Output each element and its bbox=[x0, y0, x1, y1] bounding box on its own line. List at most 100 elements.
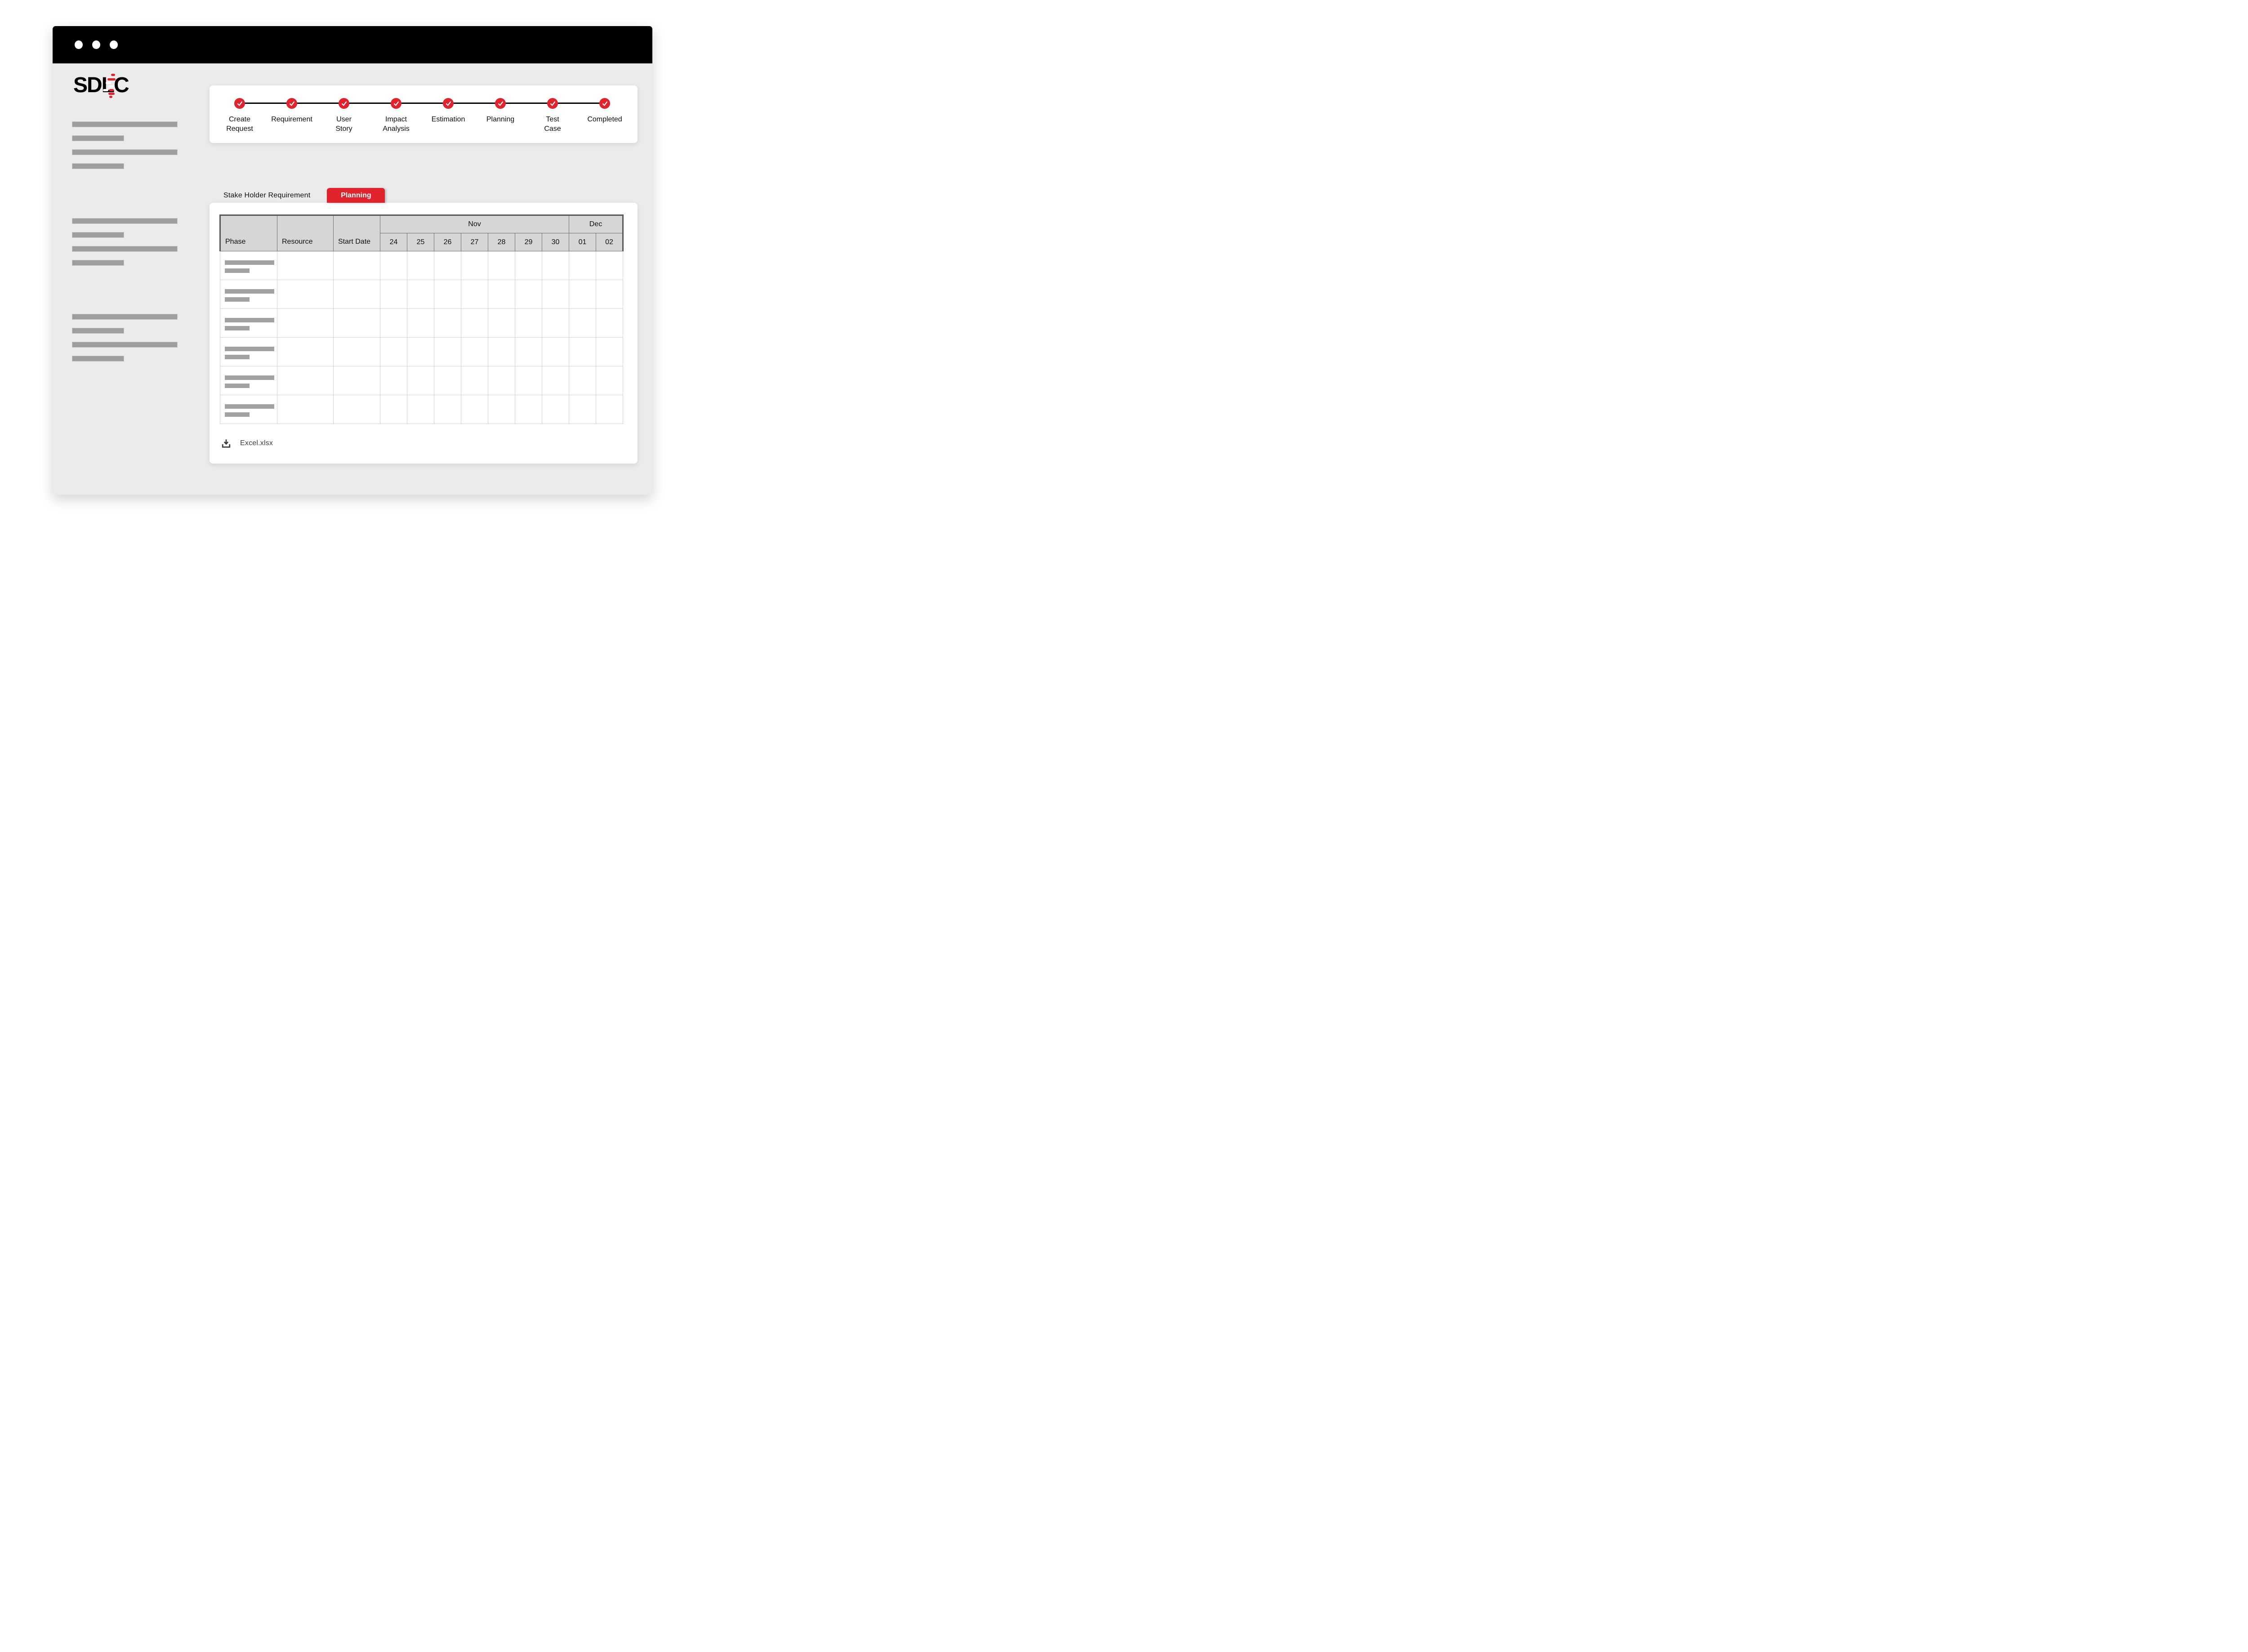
step-check-circle bbox=[391, 98, 401, 109]
stepper-step[interactable]: Requirement bbox=[266, 98, 318, 134]
gantt-day-cell[interactable] bbox=[596, 395, 623, 424]
gantt-day-cell[interactable] bbox=[461, 308, 488, 338]
gantt-day-cell[interactable] bbox=[407, 395, 434, 424]
gantt-day-cell[interactable] bbox=[596, 366, 623, 395]
gantt-day-cell[interactable] bbox=[380, 366, 407, 395]
step-check-circle bbox=[234, 98, 245, 109]
empty-info-cell[interactable] bbox=[277, 308, 334, 338]
gantt-day-cell[interactable] bbox=[461, 280, 488, 309]
gantt-day-cell[interactable] bbox=[515, 337, 542, 366]
gantt-day-cell[interactable] bbox=[515, 280, 542, 309]
empty-info-cell[interactable] bbox=[333, 251, 380, 280]
gantt-day-cell[interactable] bbox=[461, 366, 488, 395]
gantt-day-cell[interactable] bbox=[569, 337, 596, 366]
gantt-day-cell[interactable] bbox=[488, 280, 515, 309]
gantt-day-cell[interactable] bbox=[434, 308, 461, 338]
window-control-dot[interactable] bbox=[110, 40, 118, 49]
gantt-day-cell[interactable] bbox=[596, 308, 623, 338]
day-header: 25 bbox=[407, 233, 434, 251]
download-excel-link[interactable]: Excel.xlsx bbox=[221, 438, 273, 448]
gantt-day-cell[interactable] bbox=[542, 251, 569, 280]
empty-info-cell[interactable] bbox=[333, 308, 380, 338]
window-control-dot[interactable] bbox=[75, 40, 83, 49]
gantt-day-cell[interactable] bbox=[461, 337, 488, 366]
gantt-day-cell[interactable] bbox=[515, 308, 542, 338]
phase-placeholder-cell[interactable] bbox=[220, 395, 277, 424]
tab-stake-holder-requirement[interactable]: Stake Holder Requirement bbox=[223, 191, 311, 199]
empty-info-cell[interactable] bbox=[333, 366, 380, 395]
gantt-day-cell[interactable] bbox=[380, 337, 407, 366]
stepper-step[interactable]: Create Request bbox=[214, 98, 266, 134]
gantt-day-cell[interactable] bbox=[569, 308, 596, 338]
stepper-step[interactable]: Test Case bbox=[526, 98, 579, 134]
gantt-day-cell[interactable] bbox=[515, 395, 542, 424]
gantt-day-cell[interactable] bbox=[407, 251, 434, 280]
stepper-step[interactable]: Impact Analysis bbox=[370, 98, 422, 134]
planning-table-wrap: Phase Resource Start Date Nov Dec 24 25 26 27 28… bbox=[219, 214, 624, 424]
gantt-day-cell[interactable] bbox=[596, 337, 623, 366]
empty-info-cell[interactable] bbox=[277, 251, 334, 280]
gantt-day-cell[interactable] bbox=[407, 366, 434, 395]
sidebar-placeholder-bar bbox=[72, 149, 178, 155]
download-file-name: Excel.xlsx bbox=[240, 439, 273, 447]
gantt-day-cell[interactable] bbox=[542, 337, 569, 366]
empty-info-cell[interactable] bbox=[277, 366, 334, 395]
gantt-day-cell[interactable] bbox=[488, 366, 515, 395]
gantt-day-cell[interactable] bbox=[569, 280, 596, 309]
phase-placeholder-cell[interactable] bbox=[220, 337, 277, 366]
gantt-day-cell[interactable] bbox=[434, 366, 461, 395]
check-icon bbox=[393, 101, 399, 106]
table-row bbox=[220, 366, 623, 395]
gantt-day-cell[interactable] bbox=[461, 251, 488, 280]
gantt-day-cell[interactable] bbox=[515, 251, 542, 280]
gantt-day-cell[interactable] bbox=[380, 251, 407, 280]
step-label: User Story bbox=[335, 116, 352, 133]
gantt-day-cell[interactable] bbox=[407, 337, 434, 366]
phase-placeholder-cell[interactable] bbox=[220, 251, 277, 280]
gantt-day-cell[interactable] bbox=[380, 395, 407, 424]
stepper-step[interactable]: Planning bbox=[474, 98, 526, 134]
phase-placeholder-cell[interactable] bbox=[220, 366, 277, 395]
gantt-day-cell[interactable] bbox=[434, 337, 461, 366]
gantt-day-cell[interactable] bbox=[461, 395, 488, 424]
gantt-day-cell[interactable] bbox=[488, 308, 515, 338]
gantt-day-cell[interactable] bbox=[407, 280, 434, 309]
day-header: 02 bbox=[596, 233, 624, 251]
gantt-day-cell[interactable] bbox=[488, 337, 515, 366]
day-header: 30 bbox=[542, 233, 569, 251]
gantt-day-cell[interactable] bbox=[542, 395, 569, 424]
window-control-dot[interactable] bbox=[92, 40, 100, 49]
gantt-day-cell[interactable] bbox=[407, 308, 434, 338]
empty-info-cell[interactable] bbox=[333, 337, 380, 366]
empty-info-cell[interactable] bbox=[333, 395, 380, 424]
gantt-day-cell[interactable] bbox=[542, 308, 569, 338]
gantt-day-cell[interactable] bbox=[542, 280, 569, 309]
gantt-day-cell[interactable] bbox=[569, 251, 596, 280]
gantt-day-cell[interactable] bbox=[488, 395, 515, 424]
gantt-day-cell[interactable] bbox=[569, 395, 596, 424]
check-icon bbox=[446, 101, 451, 106]
gantt-day-cell[interactable] bbox=[434, 395, 461, 424]
gantt-day-cell[interactable] bbox=[434, 280, 461, 309]
stepper-step[interactable]: Estimation bbox=[422, 98, 474, 134]
gantt-day-cell[interactable] bbox=[569, 366, 596, 395]
tab-planning[interactable]: Planning bbox=[327, 188, 385, 203]
empty-info-cell[interactable] bbox=[277, 337, 334, 366]
gantt-day-cell[interactable] bbox=[434, 251, 461, 280]
gantt-day-cell[interactable] bbox=[380, 308, 407, 338]
gantt-day-cell[interactable] bbox=[380, 280, 407, 309]
empty-info-cell[interactable] bbox=[277, 280, 334, 309]
gantt-day-cell[interactable] bbox=[596, 251, 623, 280]
empty-info-cell[interactable] bbox=[277, 395, 334, 424]
gantt-day-cell[interactable] bbox=[488, 251, 515, 280]
stepper-step[interactable]: Completed bbox=[579, 98, 631, 134]
phase-placeholder-cell[interactable] bbox=[220, 280, 277, 309]
phase-placeholder-cell[interactable] bbox=[220, 308, 277, 338]
gantt-day-cell[interactable] bbox=[542, 366, 569, 395]
empty-info-cell[interactable] bbox=[333, 280, 380, 309]
sidebar-placeholder-bar bbox=[72, 218, 178, 224]
stepper-step[interactable]: User Story bbox=[318, 98, 370, 134]
placeholder-bar bbox=[225, 412, 250, 417]
gantt-day-cell[interactable] bbox=[515, 366, 542, 395]
gantt-day-cell[interactable] bbox=[596, 280, 623, 309]
